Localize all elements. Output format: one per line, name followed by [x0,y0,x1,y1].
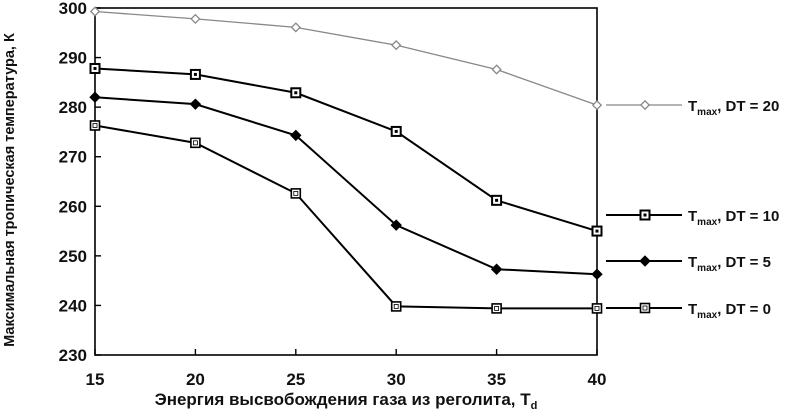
x-axis-title: Энергия высвобождения газа из реголита, … [155,390,538,412]
series-line [94,96,598,276]
legend-label: Tmax, DT = 5 [688,254,771,274]
legend-entry: Tmax, DT = 20 [606,98,779,118]
data-point [390,301,402,312]
data-point [491,64,502,75]
legend-label: Tmax, DT = 20 [688,98,779,118]
legend-marker [639,209,651,221]
data-point [89,6,101,17]
legend: Tmax, DT = 20 Tmax, DT = 10 Tmax, DT = 5 Tm… [606,98,779,321]
data-point [89,62,101,74]
y-tick-label: 290 [59,49,87,68]
series-2 [89,91,603,280]
x-tick-label: 20 [186,370,205,389]
data-point [89,120,101,131]
x-tick-label: 40 [588,370,607,389]
data-point [390,219,402,231]
legend-label: Tmax, DT = 0 [688,301,771,321]
data-point [189,98,202,110]
data-point [290,129,302,142]
data-point [391,40,402,51]
y-axis: 230 240 250 260 270 280 290 300 [59,0,101,365]
y-tick-label: 230 [59,346,87,365]
data-point [491,303,502,314]
data-point [190,137,201,149]
data-point [189,68,201,80]
legend-label: Tmax, DT = 10 [688,208,779,228]
y-tick-label: 240 [59,296,87,315]
x-tick-label: 30 [387,370,406,389]
data-point [491,194,503,206]
data-point [89,91,101,103]
data-point [190,13,201,25]
y-tick-label: 250 [59,247,87,266]
series-group [89,6,603,314]
x-tick-label: 15 [86,370,105,389]
data-point [290,87,302,99]
data-point [591,303,603,314]
plot-area [94,7,598,356]
data-point [490,263,503,275]
series-3 [89,120,603,314]
legend-marker [639,255,651,267]
series-0 [89,6,603,111]
data-point [591,268,603,280]
data-point [290,22,301,33]
legend-marker [639,99,651,111]
data-point [290,188,302,199]
y-tick-label: 280 [59,98,87,117]
y-tick-label: 260 [59,197,87,216]
series-1 [89,62,603,237]
legend-entry: Tmax, DT = 5 [606,254,771,274]
data-point [390,125,402,137]
x-tick-label: 25 [286,370,305,389]
x-axis: 15 20 25 30 35 40 [86,349,607,389]
legend-entry: Tmax, DT = 0 [606,301,771,321]
y-axis-title: Максимальная тропическая температура, К [2,33,18,347]
y-tick-label: 300 [59,0,87,18]
legend-entry: Tmax, DT = 10 [606,208,779,228]
legend-marker [639,302,651,314]
y-tick-label: 270 [59,148,87,167]
series-line [94,124,597,310]
data-point [591,225,603,237]
series-line [94,10,598,106]
series-line [94,67,598,233]
data-point [591,100,603,111]
x-tick-label: 35 [487,370,506,389]
